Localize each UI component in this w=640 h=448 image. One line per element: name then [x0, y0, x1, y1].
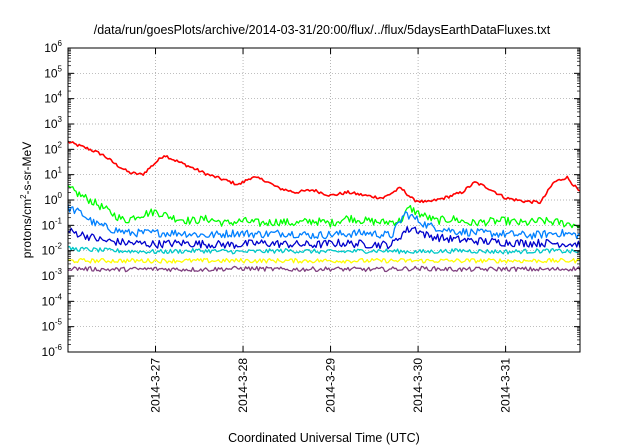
y-tick-label-base: 10: [44, 41, 58, 55]
y-tick-label-exponent: 5: [58, 64, 63, 73]
y-tick-label-base: 10: [44, 92, 58, 106]
y-tick-label-exponent: -6: [55, 343, 63, 352]
grid-lines: [68, 48, 580, 352]
y-tick-label-base: 10: [44, 193, 58, 207]
series-line: [68, 265, 580, 273]
y-tick-label: 10-4: [42, 292, 63, 308]
y-tick-label-base: 10: [42, 345, 56, 359]
y-tick-label-base: 10: [42, 320, 56, 334]
y-tick-label-base: 10: [42, 244, 56, 258]
y-tick-label: 10-3: [42, 267, 63, 283]
x-tick-label: 2014-3-28: [236, 358, 250, 413]
y-tick-label-base: 10: [42, 294, 56, 308]
x-axis-ticks: 2014-3-27 2014-3-28 2014-3-29 2014-3-30 2014…: [149, 48, 513, 413]
y-tick-label-base: 10: [44, 168, 58, 182]
y-tick-label-exponent: -1: [55, 216, 63, 225]
y-tick-label: 10-6: [42, 343, 63, 359]
series-line: [68, 204, 580, 240]
data-series-group: [68, 140, 580, 273]
y-tick-label: 103: [44, 115, 62, 131]
y-tick-label-exponent: 2: [58, 140, 63, 149]
y-tick-label: 101: [44, 166, 62, 182]
y-tick-label-exponent: -2: [55, 242, 63, 251]
y-axis-label: protons/cm2-s-sr-MeV: [19, 142, 34, 258]
y-tick-label-base: 10: [44, 142, 58, 156]
y-tick-label: 100: [44, 191, 62, 207]
x-tick-label: 2014-3-27: [149, 358, 163, 413]
y-axis-label-prefix: protons/cm: [20, 199, 34, 258]
series-line: [68, 185, 580, 229]
y-tick-label-base: 10: [44, 117, 58, 131]
y-tick-label: 10-2: [42, 242, 63, 258]
y-tick-label: 102: [44, 140, 62, 156]
y-tick-label-exponent: -5: [55, 318, 63, 327]
x-tick-label: 2014-3-30: [411, 358, 425, 413]
x-axis-label: Coordinated Universal Time (UTC): [228, 431, 420, 445]
y-tick-label: 104: [44, 90, 62, 106]
y-tick-label-exponent: 4: [58, 90, 63, 99]
y-tick-label-base: 10: [44, 66, 58, 80]
x-tick-label: 2014-3-31: [499, 358, 513, 413]
y-tick-label-exponent: -3: [55, 267, 63, 276]
y-tick-label: 10-1: [42, 216, 63, 232]
series-line: [68, 140, 580, 205]
chart-title: /data/run/goesPlots/archive/2014-03-31/2…: [94, 23, 551, 37]
y-tick-label-exponent: 3: [58, 115, 63, 124]
y-tick-label: 106: [44, 39, 62, 55]
series-line: [68, 226, 580, 250]
y-tick-label-base: 10: [42, 269, 56, 283]
y-tick-label-base: 10: [42, 218, 56, 232]
y-tick-label: 105: [44, 64, 62, 80]
y-tick-label: 10-5: [42, 318, 63, 334]
y-axis-ticks: 10610510410310210110010-110-210-310-410-…: [42, 39, 580, 359]
y-tick-label-exponent: -4: [55, 292, 63, 301]
y-axis-label-suffix: -s-sr-MeV: [20, 142, 34, 195]
series-line: [68, 245, 580, 255]
series-line: [68, 257, 580, 264]
y-tick-label-exponent: 6: [58, 39, 63, 48]
y-axis-label-superscript: 2: [19, 194, 28, 199]
y-tick-label-exponent: 1: [58, 166, 63, 175]
y-tick-label-exponent: 0: [58, 191, 63, 200]
x-tick-label: 2014-3-29: [324, 358, 338, 413]
